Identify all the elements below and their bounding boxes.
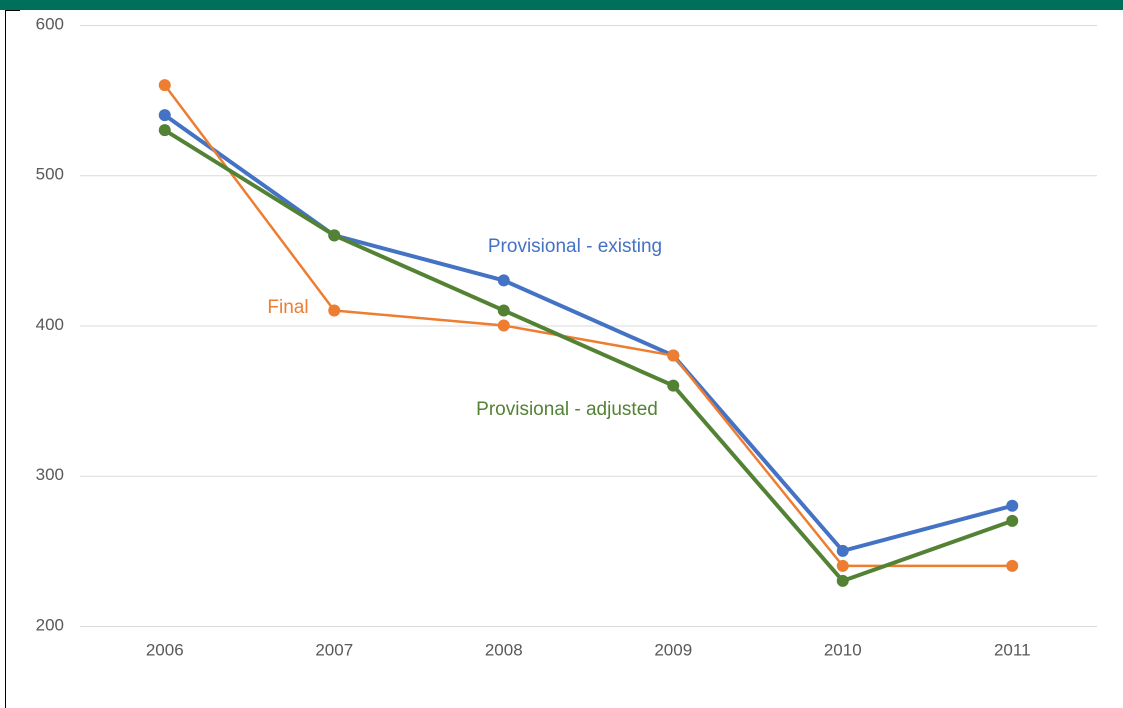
x-tick-label: 2006 <box>146 640 184 659</box>
point <box>836 574 849 587</box>
point <box>836 544 849 557</box>
point <box>667 349 680 362</box>
point <box>497 304 510 317</box>
x-tick-label: 2009 <box>654 640 692 659</box>
point <box>497 319 510 332</box>
x-tick-label: 2008 <box>485 640 523 659</box>
y-tick-label: 400 <box>36 315 64 334</box>
header-bar <box>0 0 1123 10</box>
x-tick-label: 2010 <box>824 640 862 659</box>
y-tick-label: 600 <box>36 14 64 33</box>
y-tick-label: 500 <box>36 165 64 184</box>
y-tick-label: 200 <box>36 615 64 634</box>
series-line <box>163 113 1013 553</box>
point <box>328 229 341 242</box>
x-tick-label: 2007 <box>315 640 353 659</box>
y-tick-label: 300 <box>36 465 64 484</box>
point <box>158 109 171 122</box>
point <box>836 559 849 572</box>
point <box>158 124 171 137</box>
point <box>328 304 341 317</box>
series-label: Provisional - existing <box>488 236 662 257</box>
point <box>667 379 680 392</box>
series-line <box>163 128 1013 583</box>
point <box>1006 559 1019 572</box>
point <box>1006 514 1019 527</box>
point <box>497 274 510 287</box>
point <box>158 79 171 92</box>
series-line <box>163 84 1013 568</box>
x-tick-label: 2011 <box>994 640 1031 659</box>
series-label: Provisional - adjusted <box>476 399 658 420</box>
point <box>1006 499 1019 512</box>
series-label: Final <box>267 297 308 318</box>
